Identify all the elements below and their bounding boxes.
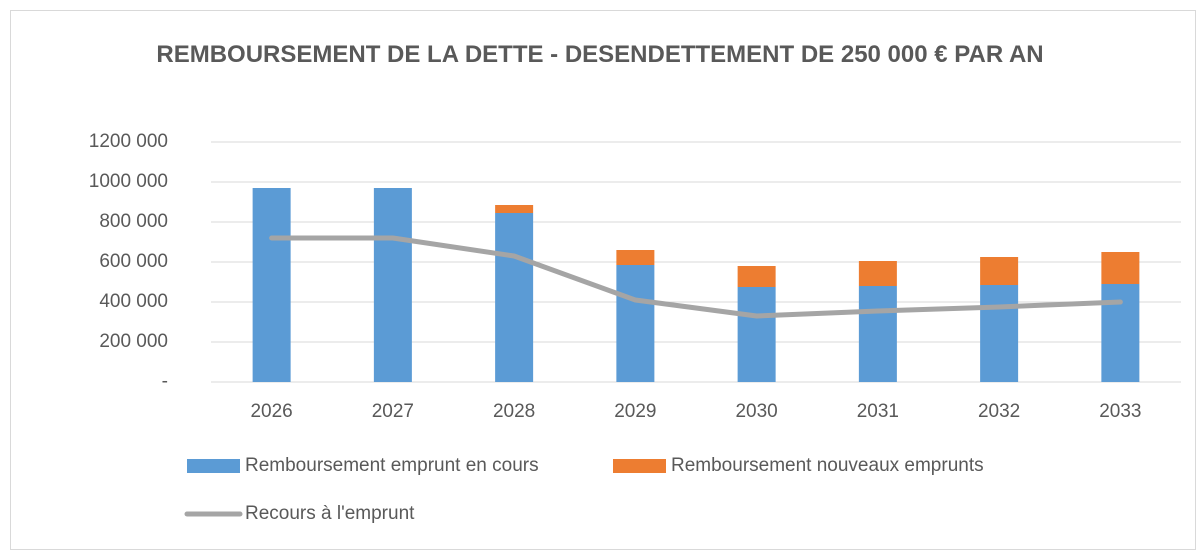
y-tick-label: 200 000 xyxy=(99,331,168,352)
bar xyxy=(737,266,776,287)
y-tick-label: - xyxy=(162,371,168,392)
chart-title: REMBOURSEMENT DE LA DETTE - DESENDETTEME… xyxy=(156,41,1044,68)
legend-swatch xyxy=(613,459,666,473)
page: REMBOURSEMENT DE LA DETTE - DESENDETTEME… xyxy=(10,10,1196,550)
x-tick-label: 2026 xyxy=(250,401,292,422)
bar xyxy=(858,261,897,286)
bar xyxy=(495,205,534,213)
bar xyxy=(252,188,291,382)
bar xyxy=(616,265,655,382)
bar xyxy=(980,257,1019,285)
legend-label: Remboursement nouveaux emprunts xyxy=(671,455,984,476)
legend-swatch xyxy=(187,459,240,473)
y-tick-label: 600 000 xyxy=(99,251,168,272)
y-tick-label: 1000 000 xyxy=(89,171,168,192)
bar xyxy=(858,286,897,382)
bar xyxy=(1101,252,1140,284)
bar xyxy=(373,188,412,382)
bar xyxy=(737,287,776,382)
x-tick-label: 2028 xyxy=(493,401,535,422)
y-tick-label: 1200 000 xyxy=(89,131,168,152)
x-tick-label: 2033 xyxy=(1099,401,1141,422)
x-tick-label: 2032 xyxy=(978,401,1020,422)
bar xyxy=(495,213,534,382)
bar xyxy=(980,285,1019,382)
x-tick-label: 2031 xyxy=(857,401,899,422)
legend-label: Recours à l'emprunt xyxy=(245,503,415,524)
chart: - 200 000 400 000 600 000 800 000 1000 000 120… xyxy=(89,131,1181,524)
y-tick-label: 800 000 xyxy=(99,211,168,232)
y-tick-label: 400 000 xyxy=(99,291,168,312)
bar xyxy=(616,250,655,265)
x-tick-label: 2030 xyxy=(735,401,777,422)
x-tick-label: 2029 xyxy=(614,401,656,422)
line xyxy=(269,235,1123,319)
legend-label: Remboursement emprunt en cours xyxy=(245,455,539,476)
x-tick-label: 2027 xyxy=(372,401,414,422)
bar xyxy=(1101,284,1140,382)
